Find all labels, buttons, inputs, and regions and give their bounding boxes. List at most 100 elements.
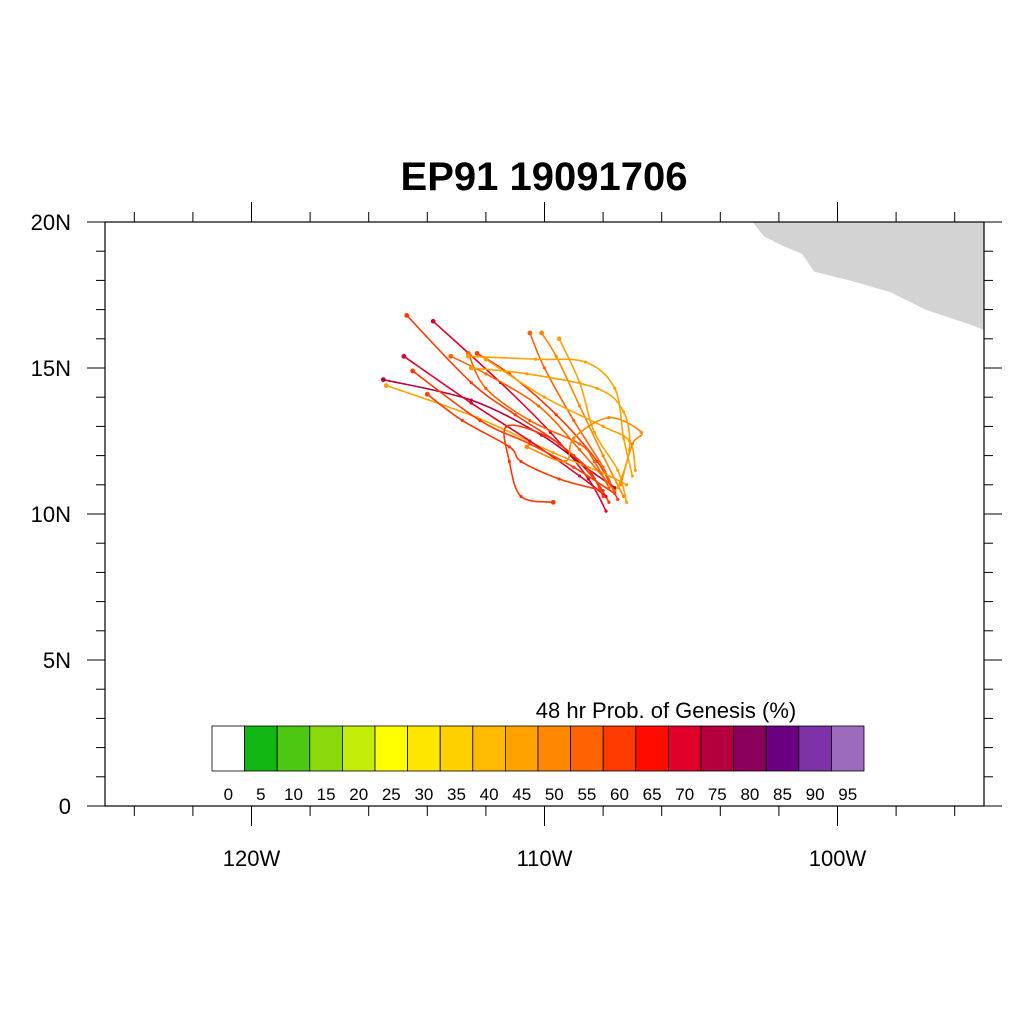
- track-point: [528, 418, 532, 423]
- track-point: [469, 381, 473, 385]
- track-point: [613, 489, 617, 493]
- track-point: [601, 424, 605, 428]
- track-point: [554, 354, 558, 358]
- track-point: [557, 477, 561, 481]
- track-point: [430, 318, 436, 324]
- track-point: [507, 445, 511, 449]
- track-point: [484, 386, 488, 391]
- colorbar-box: [407, 725, 441, 772]
- colorbar-box: [211, 725, 245, 772]
- colorbar-level: 85: [773, 785, 792, 804]
- track-point: [534, 357, 538, 361]
- track-point: [630, 442, 635, 446]
- colorbar-level: 65: [643, 785, 662, 804]
- track-point: [624, 483, 629, 487]
- colorbar-level: 15: [317, 785, 336, 804]
- track-point: [551, 451, 555, 455]
- track-point: [528, 442, 532, 446]
- track-line-17: [471, 367, 631, 488]
- colorbar-box: [635, 725, 669, 772]
- track-point: [519, 459, 523, 464]
- lat-label: 0: [59, 794, 71, 819]
- track-point: [595, 386, 599, 391]
- lon-label: 120W: [223, 846, 281, 871]
- track-point: [448, 353, 454, 359]
- track-line-2: [432, 320, 607, 512]
- colorbar-level: 35: [447, 785, 466, 804]
- track-point: [572, 436, 576, 440]
- track-point: [550, 499, 556, 505]
- colorbar-box: [700, 725, 734, 772]
- track-point: [474, 351, 480, 356]
- land-polygon-2: [960, 222, 984, 259]
- colorbar-box: [374, 725, 408, 772]
- track-point: [589, 471, 593, 475]
- colorbar-level: 55: [577, 785, 596, 804]
- track-point: [622, 436, 626, 440]
- track-point: [578, 474, 582, 478]
- track-point: [624, 500, 629, 504]
- colorbar-level: 5: [256, 785, 265, 804]
- track-point: [469, 401, 473, 405]
- track-point: [604, 509, 608, 513]
- track-line-14: [503, 424, 604, 504]
- track-point: [483, 356, 489, 362]
- track-point: [572, 454, 576, 458]
- track-line-18: [468, 355, 634, 477]
- track-point: [524, 444, 530, 450]
- track-point: [607, 500, 611, 504]
- track-point: [469, 398, 473, 402]
- track-point: [424, 391, 430, 397]
- colorbar-box: [276, 725, 311, 772]
- colorbar-level: 50: [545, 785, 564, 804]
- track-point: [601, 494, 605, 499]
- track-point: [401, 353, 407, 359]
- track-point: [601, 489, 605, 493]
- longitude-labels: 120W 110W 100W: [223, 846, 867, 871]
- colorbar-box: [472, 725, 506, 772]
- track-point: [633, 468, 637, 472]
- colorbar-level: 75: [708, 785, 727, 804]
- track-point: [468, 365, 474, 371]
- colorbar-level: 10: [284, 785, 303, 804]
- track-point: [383, 383, 389, 388]
- track-line-9: [403, 355, 607, 498]
- track-point: [410, 368, 416, 374]
- track-point: [513, 413, 517, 417]
- track-point: [639, 430, 643, 434]
- track-point: [556, 336, 562, 342]
- colorbar-box: [309, 725, 343, 772]
- colorbar-level: 40: [480, 785, 499, 804]
- colorbar-box: [798, 725, 832, 772]
- lon-label: 110W: [517, 846, 573, 871]
- track-point: [542, 395, 547, 399]
- track-point: [519, 494, 523, 499]
- track-point: [607, 486, 611, 490]
- track-point: [616, 486, 620, 490]
- track-point: [572, 465, 576, 469]
- colorbar-title: 48 hr Prob. of Genesis (%): [536, 698, 796, 723]
- track-point: [563, 459, 567, 464]
- track-point: [465, 353, 471, 359]
- track-point: [537, 404, 541, 408]
- colorbar: [211, 725, 865, 772]
- track-line-11: [426, 393, 604, 492]
- colorbar-box: [602, 725, 637, 772]
- colorbar-level: 80: [740, 785, 759, 804]
- colorbar-box: [341, 725, 376, 772]
- colorbar-labels: 0 5 10 15 20 25 30 35 40 45 50 55 60 65 70 75 80 85 90 95: [224, 785, 858, 804]
- track-point: [627, 448, 632, 452]
- track-point: [572, 418, 576, 423]
- colorbar-box: [537, 725, 571, 772]
- track-point: [592, 430, 596, 434]
- track-point: [630, 474, 635, 478]
- track-point: [404, 313, 410, 318]
- track-point: [616, 468, 620, 472]
- map-title: EP91 19091706: [401, 155, 688, 199]
- track-point: [604, 494, 608, 499]
- lat-label: 20N: [31, 210, 71, 235]
- track-point: [554, 413, 558, 417]
- colorbar-box: [733, 725, 767, 772]
- lon-label: 100W: [809, 846, 867, 871]
